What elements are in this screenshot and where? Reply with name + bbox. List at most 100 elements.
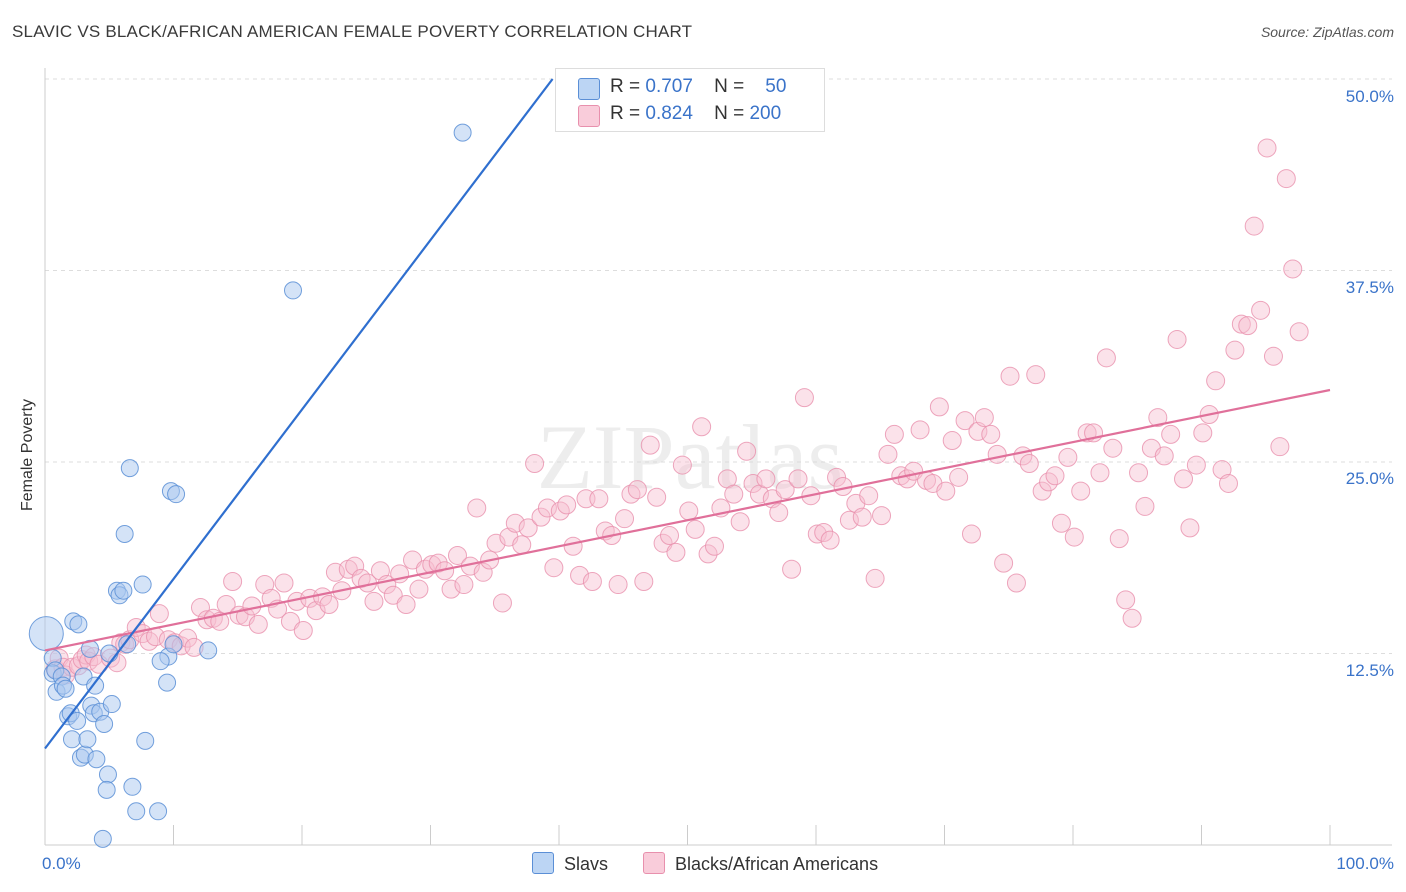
black-point xyxy=(1000,366,1020,386)
slavs-point xyxy=(133,575,152,594)
black-point xyxy=(769,503,789,523)
black-point xyxy=(859,486,879,506)
slavs-point xyxy=(86,676,105,695)
slavs-point xyxy=(68,711,87,730)
slavs-point xyxy=(98,765,117,784)
black-point xyxy=(422,555,442,575)
black-point xyxy=(872,506,892,526)
black-point xyxy=(473,562,493,582)
black-point xyxy=(634,571,654,591)
black-point xyxy=(447,545,467,565)
n-value-black: 200 xyxy=(749,103,782,124)
grid-lines xyxy=(45,78,1392,654)
y-tick-25: 25.0% xyxy=(1345,469,1394,488)
r-value-slavs: 0.707 xyxy=(645,76,693,97)
black-point xyxy=(396,594,416,614)
slavs-point xyxy=(151,652,170,671)
black-point xyxy=(518,518,538,538)
black-point xyxy=(1193,423,1213,443)
black-point xyxy=(242,596,262,616)
black-point xyxy=(1257,138,1277,158)
black-point xyxy=(1148,408,1168,428)
black-point xyxy=(704,536,724,556)
black-point xyxy=(647,487,667,507)
slavs-point xyxy=(102,695,121,714)
black-point xyxy=(1090,463,1110,483)
y-axis-label: Female Poverty xyxy=(19,398,36,512)
legend-slavs-label: Slavs xyxy=(564,854,609,874)
black-point xyxy=(756,469,776,489)
black-point xyxy=(1231,314,1251,334)
black-point xyxy=(615,509,635,529)
black-point xyxy=(775,480,795,500)
black-point xyxy=(1283,259,1303,279)
black-point xyxy=(223,571,243,591)
black-point xyxy=(608,575,628,595)
black-point xyxy=(807,524,827,544)
black-point xyxy=(383,585,403,605)
slavs-point xyxy=(56,679,75,698)
slavs-swatch xyxy=(578,78,600,100)
black-point xyxy=(672,455,692,475)
black-point xyxy=(685,519,705,539)
black-point xyxy=(961,524,981,544)
black-point xyxy=(936,481,956,501)
black-point xyxy=(698,544,718,564)
series-slavs-points xyxy=(28,123,472,848)
black-point xyxy=(1161,424,1181,444)
black-swatch xyxy=(643,852,665,874)
black-point xyxy=(839,510,859,530)
slavs-point xyxy=(158,673,177,692)
black-point xyxy=(1135,496,1155,516)
black-point xyxy=(293,621,313,641)
slavs-point xyxy=(123,777,142,796)
correlation-legend: R = 0.707 N = 50 R = 0.824 N = 200 xyxy=(555,68,825,132)
black-point xyxy=(589,489,609,509)
black-point xyxy=(1129,463,1149,483)
slavs-point xyxy=(164,635,183,654)
slavs-point xyxy=(62,730,81,749)
black-point xyxy=(865,568,885,588)
y-tick-12-5: 12.5% xyxy=(1345,661,1394,680)
black-point xyxy=(1276,169,1296,189)
black-point xyxy=(544,558,564,578)
black-point xyxy=(737,441,757,461)
black-point xyxy=(441,579,461,599)
black-point xyxy=(492,593,512,613)
black-point xyxy=(570,565,590,585)
black-point xyxy=(563,536,583,556)
black-point xyxy=(987,444,1007,464)
black-point xyxy=(1116,590,1136,610)
black-point xyxy=(743,473,763,493)
black-point xyxy=(525,454,545,474)
black-point xyxy=(640,435,660,455)
black-point xyxy=(1206,371,1226,391)
slavs-swatch xyxy=(532,852,554,874)
black-point xyxy=(679,501,699,521)
black-point xyxy=(1122,608,1142,628)
black-point xyxy=(1096,348,1116,368)
black-point xyxy=(910,420,930,440)
bottom-legend-black: Blacks/African Americans xyxy=(643,852,878,875)
axes xyxy=(44,68,1392,846)
slavs-point xyxy=(284,281,303,300)
black-point xyxy=(929,397,949,417)
black-point xyxy=(1103,438,1123,458)
slavs-point xyxy=(118,635,137,654)
x-tick-100: 100.0% xyxy=(1336,854,1394,873)
watermark: ZIPatlas xyxy=(537,406,844,508)
black-point xyxy=(942,431,962,451)
slavs-point xyxy=(136,731,155,750)
slavs-point xyxy=(95,714,114,733)
black-point xyxy=(814,522,834,542)
black-point xyxy=(537,498,557,518)
black-point xyxy=(994,553,1014,573)
slavs-point xyxy=(100,644,119,663)
black-point xyxy=(531,507,551,527)
slavs-point xyxy=(87,750,106,769)
black-point xyxy=(653,533,673,553)
n-value-slavs: 50 xyxy=(765,76,787,97)
black-point xyxy=(627,480,647,500)
black-point xyxy=(582,571,602,591)
